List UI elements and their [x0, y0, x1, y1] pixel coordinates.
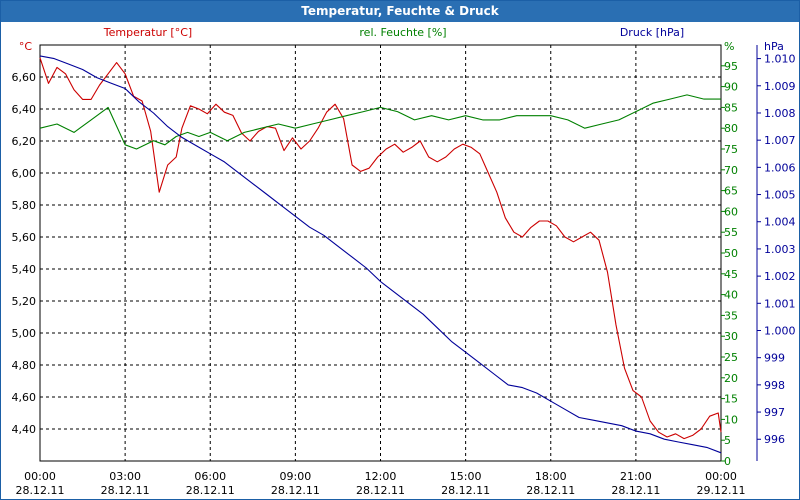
temperature-tick-label: 6,60 — [12, 71, 37, 84]
chart-title: Temperatur, Feuchte & Druck — [1, 1, 799, 22]
pressure-tick-label: 1.009 — [764, 80, 796, 93]
humidity-tick-label: 70 — [724, 164, 738, 177]
humidity-tick-label: 0 — [724, 455, 731, 468]
humidity-tick-label: 85 — [724, 101, 738, 114]
axis-labels: 00:0028.12.1103:0028.12.1106:0028.12.110… — [12, 26, 796, 497]
x-tick-date: 28.12.11 — [186, 484, 235, 497]
pressure-series-line — [39, 55, 722, 454]
humidity-tick-label: 25 — [724, 351, 738, 364]
temperature-tick-label: 4,60 — [12, 391, 37, 404]
humidity-series-line — [39, 94, 721, 150]
humidity-tick-label: 20 — [724, 372, 738, 385]
temperature-tick-label: 5,60 — [12, 231, 37, 244]
humidity-tick-label: 75 — [724, 143, 738, 156]
x-tick-time: 21:00 — [620, 470, 652, 483]
humidity-unit: % — [724, 40, 734, 53]
humidity-tick-label: 5 — [724, 434, 731, 447]
temperature-tick-label: 5,80 — [12, 199, 37, 212]
pressure-tick-label: 997 — [764, 406, 785, 419]
pressure-axis-title: Druck [hPa] — [620, 26, 684, 39]
temperature-unit: °C — [19, 40, 33, 53]
humidity-tick-label: 30 — [724, 330, 738, 343]
temperature-tick-label: 5,00 — [12, 327, 37, 340]
pressure-tick-label: 1.010 — [764, 53, 796, 66]
humidity-tick-label: 10 — [724, 413, 738, 426]
temperature-tick-label: 6,40 — [12, 103, 37, 116]
x-tick-date: 28.12.11 — [356, 484, 405, 497]
temperature-axis-title: Temperatur [°C] — [103, 26, 192, 39]
humidity-tick-label: 80 — [724, 122, 738, 135]
x-tick-date: 28.12.11 — [101, 484, 150, 497]
humidity-tick-label: 35 — [724, 309, 738, 322]
x-tick-time: 15:00 — [450, 470, 482, 483]
temperature-tick-label: 4,80 — [12, 359, 37, 372]
pressure-tick-label: 999 — [764, 352, 785, 365]
x-tick-date: 28.12.11 — [441, 484, 490, 497]
pressure-tick-label: 996 — [764, 433, 785, 446]
humidity-tick-label: 60 — [724, 205, 738, 218]
x-tick-time: 00:00 — [705, 470, 737, 483]
x-tick-time: 03:00 — [109, 470, 141, 483]
x-tick-date: 28.12.11 — [16, 484, 65, 497]
series-lines — [39, 55, 722, 454]
pressure-tick-label: 1.007 — [764, 134, 796, 147]
x-tick-time: 06:00 — [194, 470, 226, 483]
pressure-unit: hPa — [764, 40, 784, 53]
pressure-tick-label: 1.008 — [764, 107, 796, 120]
humidity-tick-label: 90 — [724, 81, 738, 94]
pressure-tick-label: 1.006 — [764, 161, 796, 174]
pressure-tick-label: 1.003 — [764, 243, 796, 256]
humidity-tick-label: 45 — [724, 268, 738, 281]
x-tick-time: 18:00 — [535, 470, 567, 483]
x-tick-date: 28.12.11 — [526, 484, 575, 497]
humidity-tick-label: 40 — [724, 289, 738, 302]
humidity-tick-label: 95 — [724, 60, 738, 73]
axes — [39, 44, 761, 462]
humidity-tick-label: 50 — [724, 247, 738, 260]
humidity-tick-label: 55 — [724, 226, 738, 239]
pressure-tick-label: 1.001 — [764, 297, 796, 310]
x-tick-time: 00:00 — [24, 470, 56, 483]
humidity-tick-label: 65 — [724, 185, 738, 198]
x-tick-date: 28.12.11 — [611, 484, 660, 497]
temperature-tick-label: 4,40 — [12, 423, 37, 436]
pressure-tick-label: 1.004 — [764, 216, 796, 229]
x-tick-date: 29.12.11 — [697, 484, 746, 497]
x-tick-time: 12:00 — [365, 470, 397, 483]
humidity-tick-label: 15 — [724, 393, 738, 406]
temperature-tick-label: 5,20 — [12, 295, 37, 308]
temperature-tick-label: 6,00 — [12, 167, 37, 180]
temperature-tick-label: 5,40 — [12, 263, 37, 276]
temperature-series-line — [39, 57, 722, 440]
pressure-tick-label: 1.005 — [764, 189, 796, 202]
x-tick-time: 09:00 — [280, 470, 312, 483]
humidity-axis-title: rel. Feuchte [%] — [359, 26, 446, 39]
x-tick-date: 28.12.11 — [271, 484, 320, 497]
pressure-tick-label: 1.000 — [764, 324, 796, 337]
temperature-tick-label: 6,20 — [12, 135, 37, 148]
pressure-tick-label: 1.002 — [764, 270, 796, 283]
pressure-tick-label: 998 — [764, 379, 785, 392]
